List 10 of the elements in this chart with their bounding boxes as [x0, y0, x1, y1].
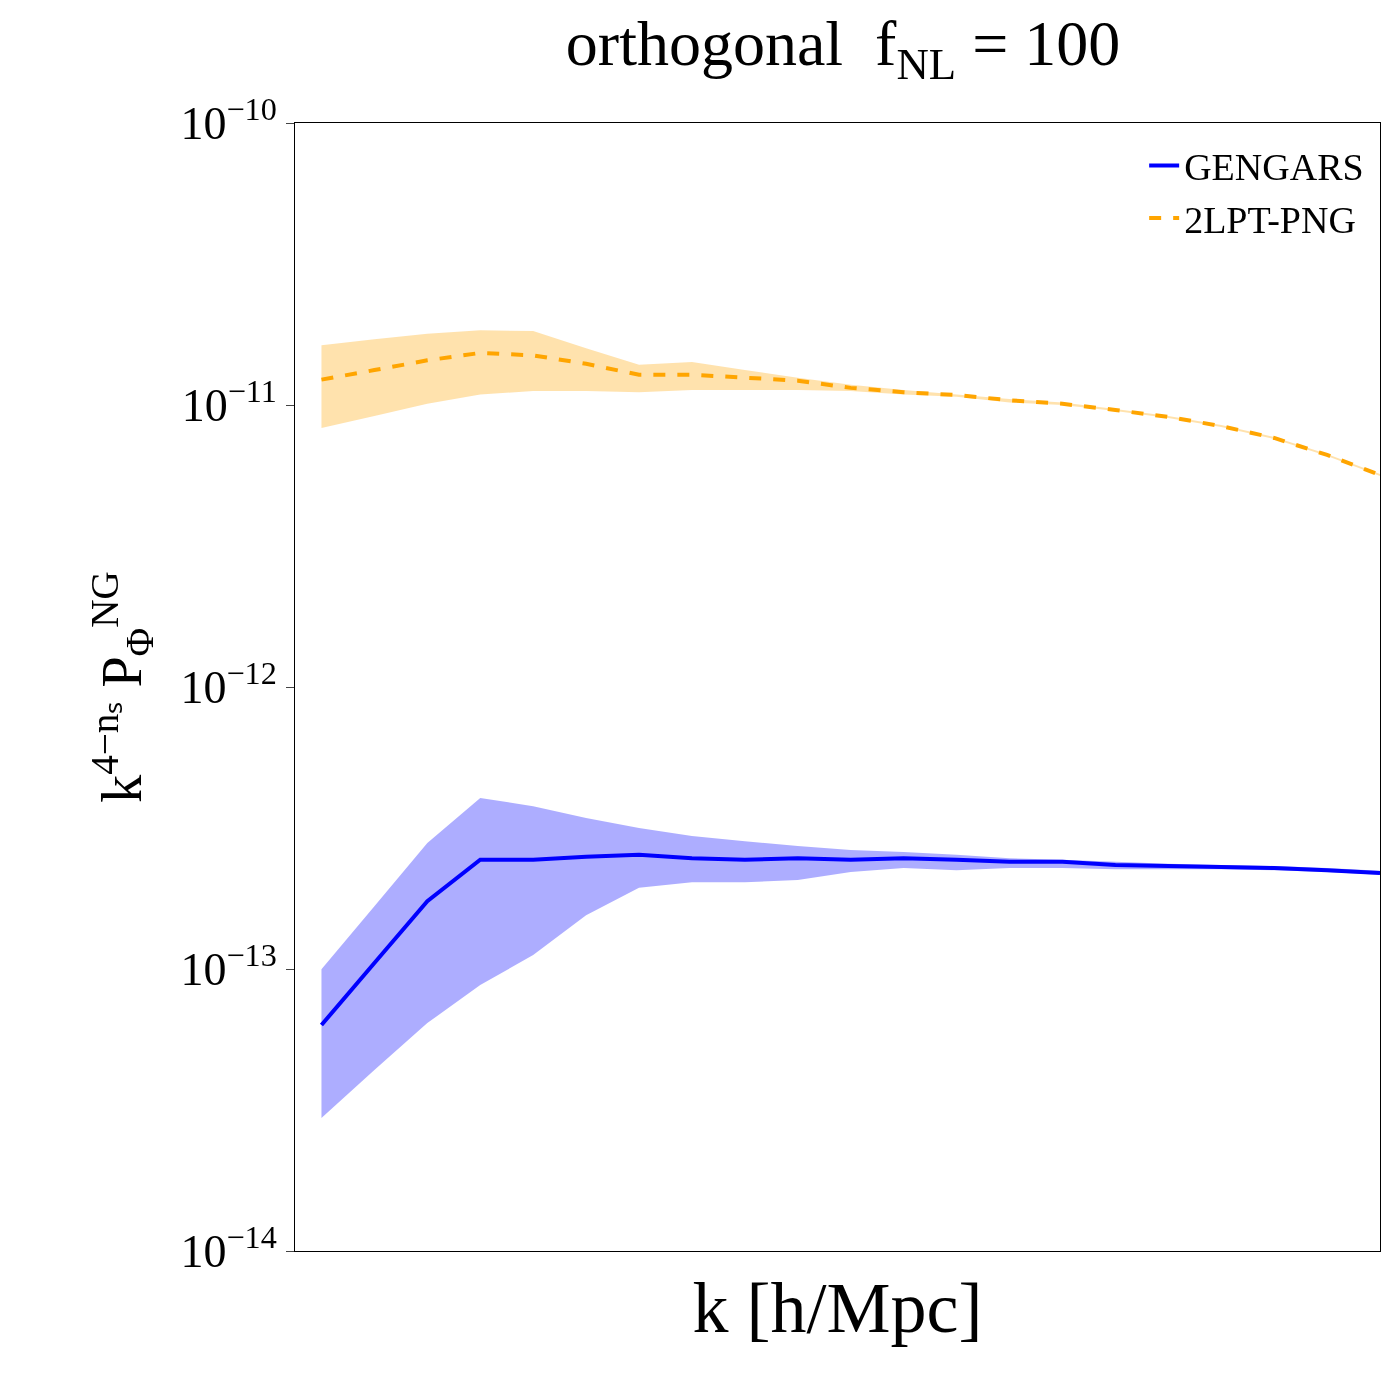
legend-label: GENGARS — [1184, 146, 1364, 189]
x-axis-title: k [h/Mpc] — [692, 1267, 983, 1348]
y-tick-label: 10$^{−14}$ — [180, 1218, 277, 1278]
line-series — [319, 852, 1380, 1027]
y-tick-label: 10$^{−12}$ — [180, 654, 277, 714]
y-tick-label: 10$^{−10}$ — [180, 90, 277, 150]
legend-label: 2LPT-PNG — [1184, 198, 1356, 241]
chart-title: orthogonal f$_{NL}$ = 100 — [565, 8, 1121, 89]
y-tick-label: 10$^{−13}$ — [180, 936, 277, 996]
y-tick-label: 10$^{−11}$ — [181, 372, 277, 432]
